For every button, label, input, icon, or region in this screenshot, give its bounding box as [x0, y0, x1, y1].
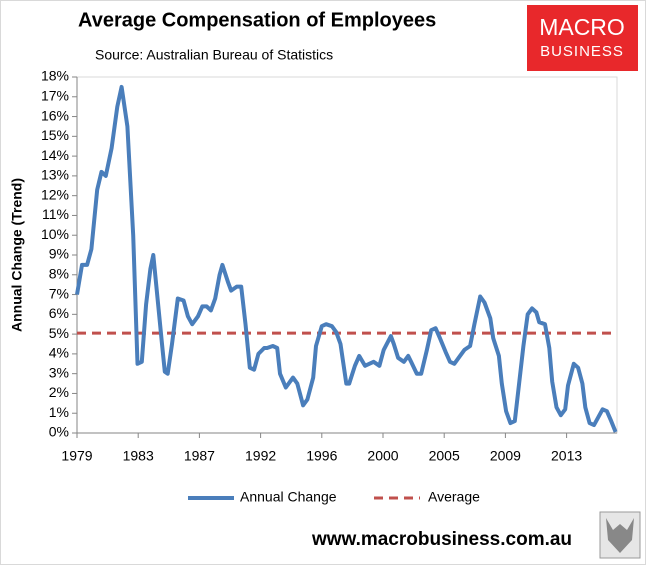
y-tick-label: 17% — [41, 87, 69, 103]
y-tick-label: 5% — [49, 325, 69, 341]
x-tick-label: 2000 — [367, 448, 398, 464]
y-tick-label: 0% — [49, 424, 69, 440]
y-tick-label: 1% — [49, 404, 69, 420]
y-tick-label: 10% — [41, 226, 69, 242]
logo-bottom: BUSINESS — [540, 43, 624, 60]
y-axis-label: Annual Change (Trend) — [9, 178, 25, 332]
y-tick-label: 4% — [49, 345, 69, 361]
data-line — [75, 84, 618, 433]
logo-top: MACRO — [539, 14, 625, 40]
x-tick-label: 1987 — [184, 448, 215, 464]
x-tick-label: 2013 — [551, 448, 582, 464]
y-tick-label: 14% — [41, 147, 69, 163]
x-tick-label: 1996 — [306, 448, 337, 464]
y-tick-label: 15% — [41, 127, 69, 143]
y-tick-label: 2% — [49, 384, 69, 400]
x-tick-label: 1983 — [123, 448, 154, 464]
y-tick-label: 18% — [41, 68, 69, 84]
x-tick-label: 1992 — [245, 448, 276, 464]
x-tick-label: 2005 — [429, 448, 460, 464]
y-tick-label: 12% — [41, 186, 69, 202]
x-tick-label: 2009 — [490, 448, 521, 464]
y-tick-label: 6% — [49, 305, 69, 321]
y-tick-label: 7% — [49, 285, 69, 301]
logo — [527, 5, 638, 71]
wolf-icon-shape — [606, 518, 634, 553]
legend-label: Average — [428, 489, 480, 505]
y-tick-label: 9% — [49, 246, 69, 262]
footer: www.macrobusiness.com.au — [311, 529, 572, 550]
legend-label: Annual Change — [240, 489, 337, 505]
chart-subtitle: Source: Australian Bureau of Statistics — [95, 47, 333, 63]
y-tick-label: 3% — [49, 364, 69, 380]
x-tick-label: 1979 — [61, 448, 92, 464]
y-tick-label: 16% — [41, 107, 69, 123]
y-tick-label: 8% — [49, 265, 69, 281]
y-tick-label: 13% — [41, 167, 69, 183]
y-tick-label: 11% — [42, 206, 69, 222]
chart-title: Average Compensation of Employees — [78, 9, 436, 31]
